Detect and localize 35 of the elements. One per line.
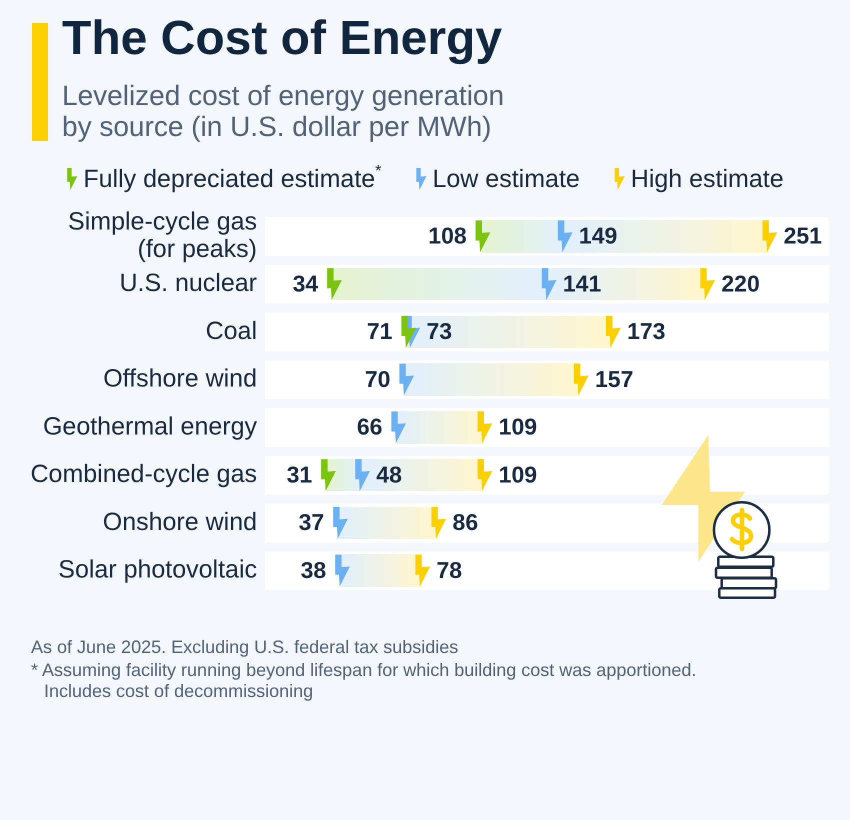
data-label: 109 (498, 414, 538, 440)
data-label: 38 (300, 556, 326, 583)
data-label: 31 (286, 461, 312, 488)
data-label: 109 (498, 461, 538, 488)
data-label: 71 (366, 318, 393, 344)
data-label: 108 (428, 222, 467, 249)
legend-label: Low estimate (432, 164, 580, 193)
y-tick-label: Solar photovoltaic (58, 556, 257, 584)
data-label: 149 (578, 222, 618, 249)
data-label: 37 (298, 509, 324, 536)
y-tick-label: Offshore wind (103, 364, 257, 393)
y-tick-label: Onshore wind (102, 508, 257, 536)
chart-title: The Cost of Energy (62, 11, 502, 67)
data-label: 220 (721, 270, 760, 296)
y-tick-label: Coal (206, 316, 257, 345)
legend-label: Fully depreciated estimate* (83, 162, 382, 193)
data-label: 141 (562, 270, 602, 296)
chart-subtitle: Levelized cost of energy generation by source (in U.S. dollar per MWh) (62, 80, 506, 142)
y-tick-label: Simple-cycle gas (for peaks) (68, 208, 257, 264)
y-tick-label: Combined-cycle gas (30, 460, 257, 488)
y-tick-label: Geothermal energy (42, 412, 258, 440)
legend-label: High estimate (630, 164, 784, 193)
data-label: 66 (356, 414, 382, 440)
data-label: 86 (452, 509, 478, 536)
data-label: 73 (426, 318, 452, 344)
data-label: 157 (594, 366, 634, 392)
data-label: 251 (784, 222, 822, 249)
data-label: 78 (436, 556, 462, 583)
text: As of June 2025. Excluding U.S. federal tax subsidies (31, 637, 460, 658)
data-label: 48 (376, 461, 402, 488)
data-label: 173 (627, 318, 666, 344)
text: * Assuming facility running beyond lifespan for which building cost was apportioned. Includes cost of decommissioning (31, 660, 698, 702)
y-tick-label: U.S. nuclear (119, 269, 257, 298)
data-label: 70 (364, 366, 390, 392)
data-label: 34 (292, 270, 318, 296)
